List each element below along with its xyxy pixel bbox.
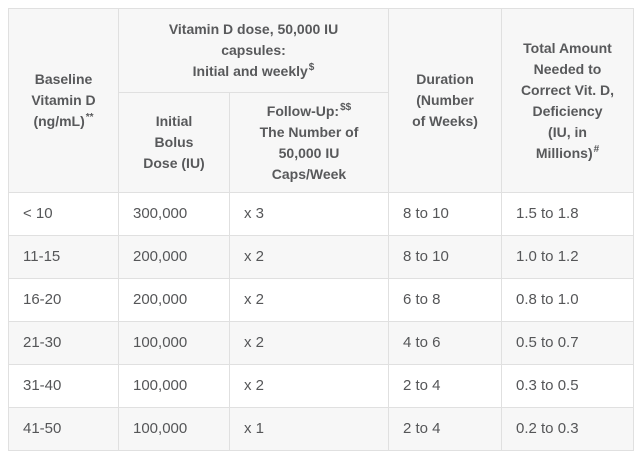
col-header-follow-up: Follow-Up:$$ The Number of 50,000 IU Caps…	[229, 92, 389, 193]
cell-initial-bolus: 100,000	[118, 321, 230, 365]
cell-duration: 4 to 6	[388, 321, 502, 365]
table-row: < 10 300,000 x 3 8 to 10 1.5 to 1.8	[8, 192, 634, 236]
col-header-baseline-vitamin-d: Baseline Vitamin D (ng/mL)**	[8, 8, 119, 193]
col-header-duration: Duration (Number of Weeks)	[388, 8, 502, 193]
col-header-duration-text: Duration (Number of Weeks)	[412, 71, 478, 129]
cell-baseline: 21-30	[8, 321, 119, 365]
cell-baseline: 41-50	[8, 407, 119, 451]
footnote-marker-dollar: $	[308, 62, 315, 74]
cell-duration: 8 to 10	[388, 235, 502, 279]
cell-follow-up: x 2	[229, 321, 389, 365]
col-header-baseline-text: Baseline Vitamin D (ng/mL)	[31, 71, 96, 129]
cell-total: 0.8 to 1.0	[501, 278, 634, 322]
footnote-marker-double-asterisk: **	[85, 112, 94, 124]
table-row: 16-20 200,000 x 2 6 to 8 0.8 to 1.0	[8, 278, 634, 322]
cell-initial-bolus: 200,000	[118, 278, 230, 322]
cell-follow-up: x 2	[229, 364, 389, 408]
col-header-total-amount: Total Amount Needed to Correct Vit. D, D…	[501, 8, 634, 193]
cell-follow-up: x 2	[229, 278, 389, 322]
table-row: 11-15 200,000 x 2 8 to 10 1.0 to 1.2	[8, 235, 634, 279]
cell-follow-up: x 2	[229, 235, 389, 279]
header-row-group: Baseline Vitamin D (ng/mL)** Vitamin D d…	[8, 8, 634, 193]
cell-total: 1.0 to 1.2	[501, 235, 634, 279]
cell-follow-up: x 3	[229, 192, 389, 236]
table-row: 41-50 100,000 x 1 2 to 4 0.2 to 0.3	[8, 407, 634, 451]
cell-baseline: < 10	[8, 192, 119, 236]
cell-baseline: 11-15	[8, 235, 119, 279]
cell-total: 0.2 to 0.3	[501, 407, 634, 451]
col-header-follow-up-text: Follow-Up:	[266, 102, 340, 119]
vitamin-d-dosing-table: Baseline Vitamin D (ng/mL)** Vitamin D d…	[8, 8, 634, 451]
col-header-follow-up-subtext: The Number of 50,000 IU Caps/Week	[259, 123, 359, 182]
footnote-marker-hash: #	[593, 143, 600, 155]
cell-total: 1.5 to 1.8	[501, 192, 634, 236]
cell-initial-bolus: 300,000	[118, 192, 230, 236]
cell-baseline: 16-20	[8, 278, 119, 322]
cell-initial-bolus: 100,000	[118, 364, 230, 408]
table-row: 21-30 100,000 x 2 4 to 6 0.5 to 0.7	[8, 321, 634, 365]
footnote-marker-double-dollar: $$	[340, 101, 352, 113]
col-header-group-text: Vitamin D dose, 50,000 IU capsules: Init…	[168, 21, 339, 79]
cell-initial-bolus: 100,000	[118, 407, 230, 451]
cell-baseline: 31-40	[8, 364, 119, 408]
cell-duration: 6 to 8	[388, 278, 502, 322]
col-header-group-vitamin-d-dose: Vitamin D dose, 50,000 IU capsules: Init…	[118, 8, 389, 93]
col-header-total-text: Total Amount Needed to Correct Vit. D, D…	[520, 39, 615, 161]
table-header: Baseline Vitamin D (ng/mL)** Vitamin D d…	[8, 8, 634, 193]
table-body: < 10 300,000 x 3 8 to 10 1.5 to 1.8 11-1…	[8, 192, 634, 451]
col-header-initial-bolus: Initial Bolus Dose (IU)	[118, 92, 230, 193]
cell-follow-up: x 1	[229, 407, 389, 451]
cell-duration: 2 to 4	[388, 364, 502, 408]
cell-duration: 2 to 4	[388, 407, 502, 451]
cell-total: 0.5 to 0.7	[501, 321, 634, 365]
col-header-initial-bolus-text: Initial Bolus Dose (IU)	[143, 113, 205, 171]
cell-initial-bolus: 200,000	[118, 235, 230, 279]
cell-total: 0.3 to 0.5	[501, 364, 634, 408]
table-row: 31-40 100,000 x 2 2 to 4 0.3 to 0.5	[8, 364, 634, 408]
cell-duration: 8 to 10	[388, 192, 502, 236]
